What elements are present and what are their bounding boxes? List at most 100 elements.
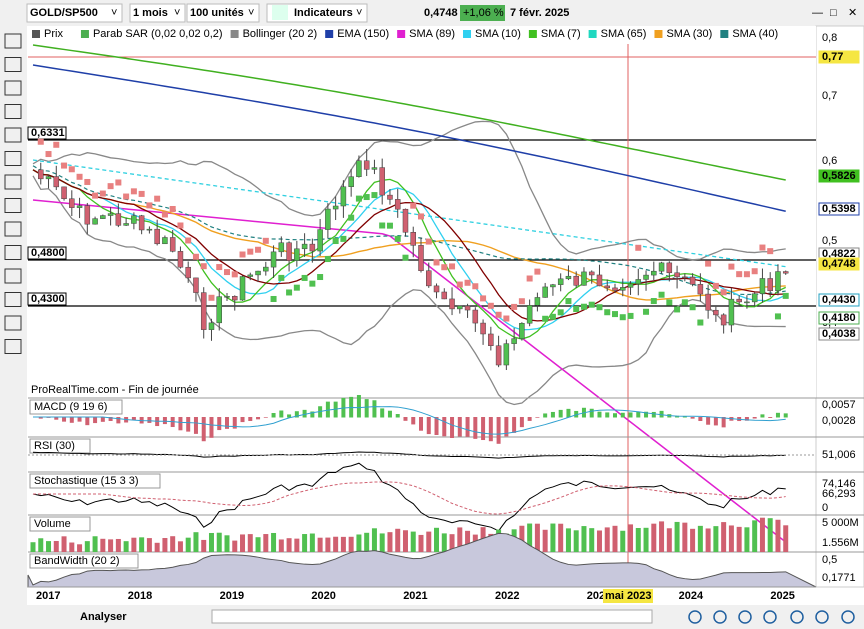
sar-dot: [138, 190, 145, 197]
macd-bar: [465, 417, 470, 437]
candle: [146, 228, 153, 231]
sar-dot: [115, 179, 122, 186]
dropdown-arrow[interactable]: ˅: [111, 7, 117, 19]
macd-bar: [659, 410, 664, 418]
volume-bar: [115, 538, 121, 552]
tool-icon[interactable]: [4, 198, 22, 213]
volume-bar: [302, 534, 308, 552]
candle: [53, 176, 60, 188]
sar-dot: [301, 274, 308, 281]
tool-icon[interactable]: [4, 104, 22, 119]
volume-bar: [309, 533, 315, 552]
volume-bar: [286, 538, 292, 552]
bottom-icon[interactable]: [763, 610, 777, 624]
bottom-icon[interactable]: [688, 610, 702, 624]
dropdown-arrow[interactable]: ˅: [356, 7, 362, 19]
bottom-icon[interactable]: [713, 610, 727, 624]
bottom-icon[interactable]: [841, 610, 855, 624]
panel-title: BandWidth (20 2): [34, 555, 120, 567]
candle: [216, 296, 222, 324]
bottom-icon[interactable]: [738, 610, 752, 624]
volume-bar: [333, 536, 339, 552]
analyse-btn[interactable]: Analyser: [80, 611, 127, 623]
tool-icon[interactable]: [4, 174, 22, 190]
macd-bar: [69, 417, 74, 423]
candle: [38, 169, 44, 180]
volume-bar: [170, 536, 176, 552]
macd-bar: [597, 411, 602, 418]
dropdown[interactable]: [26, 3, 123, 23]
panel-label: 0,5: [822, 554, 837, 566]
dropdown[interactable]: [186, 3, 260, 23]
axis-label: 0,6: [822, 155, 837, 167]
candle: [472, 309, 479, 324]
dropdown-arrow[interactable]: ˅: [248, 7, 254, 19]
legend-swatch: [720, 30, 729, 38]
dropdown-label[interactable]: Indicateurs: [294, 7, 353, 19]
dropdown[interactable]: [129, 3, 186, 23]
year-label: 2017: [36, 590, 60, 602]
volume-bar: [271, 532, 277, 552]
tool-icon[interactable]: [4, 151, 22, 166]
sar-dot: [76, 173, 83, 180]
tool-icon[interactable]: [4, 245, 22, 260]
panel-label: 5 000M: [822, 517, 859, 529]
macd-bar: [450, 417, 455, 438]
sar-dot: [177, 222, 184, 229]
macd-bar: [426, 417, 431, 435]
dropdown-label[interactable]: GOLD/SP500: [30, 7, 98, 19]
tool-icon[interactable]: [4, 292, 22, 307]
volume-bar: [697, 525, 703, 552]
volume-bar: [162, 538, 168, 552]
macd-bar: [760, 414, 765, 418]
window-btn[interactable]: □: [830, 7, 837, 19]
sar-dot: [332, 238, 339, 245]
dropdown-label[interactable]: 1 mois: [133, 7, 168, 19]
tool-icon[interactable]: [4, 268, 22, 284]
date: 7 févr. 2025: [510, 7, 569, 19]
sar-dot: [348, 214, 355, 221]
panel-label: 0: [822, 502, 828, 514]
candle: [534, 297, 541, 306]
sar-dot: [425, 238, 432, 245]
macd-bar: [201, 417, 206, 442]
candle: [658, 262, 665, 272]
tool-icon[interactable]: [4, 57, 22, 72]
tool-icon[interactable]: [4, 80, 22, 96]
dropdown-label[interactable]: 100 unités: [190, 7, 244, 19]
scrollbar[interactable]: [211, 609, 653, 624]
volume-bar: [465, 530, 471, 552]
volume-bar: [108, 539, 114, 552]
window-btn[interactable]: ✕: [848, 7, 857, 19]
sar-dot: [464, 279, 471, 286]
volume-bar: [434, 527, 440, 552]
dropdown-arrow[interactable]: ˅: [174, 7, 180, 19]
macd-bar: [310, 411, 315, 418]
bottom-icon[interactable]: [815, 610, 829, 624]
volume-bar: [752, 520, 758, 552]
candle: [620, 287, 626, 291]
axis-label: 0,5: [822, 235, 837, 247]
window-btn[interactable]: —: [812, 7, 823, 19]
candle: [682, 276, 688, 279]
change: +1,06 %: [463, 7, 504, 19]
sar-dot: [37, 138, 44, 145]
volume-bar: [744, 527, 750, 552]
dropdown[interactable]: [266, 3, 368, 23]
sar-dot: [309, 280, 316, 287]
candle: [728, 298, 735, 326]
tool-icon[interactable]: [4, 127, 22, 143]
sar-dot: [192, 253, 199, 260]
tool-icon[interactable]: [4, 315, 22, 331]
macd-bar: [706, 417, 711, 425]
volume-bar: [247, 534, 253, 552]
bottom-icon[interactable]: [790, 610, 804, 624]
tool-icon[interactable]: [4, 339, 22, 354]
tool-icon[interactable]: [4, 33, 22, 49]
sar-dot: [130, 188, 137, 195]
volume-bar: [558, 523, 564, 552]
tool-icon[interactable]: [4, 221, 22, 237]
macd-bar: [225, 417, 229, 429]
sar-dot: [635, 244, 642, 251]
candle: [736, 298, 742, 303]
